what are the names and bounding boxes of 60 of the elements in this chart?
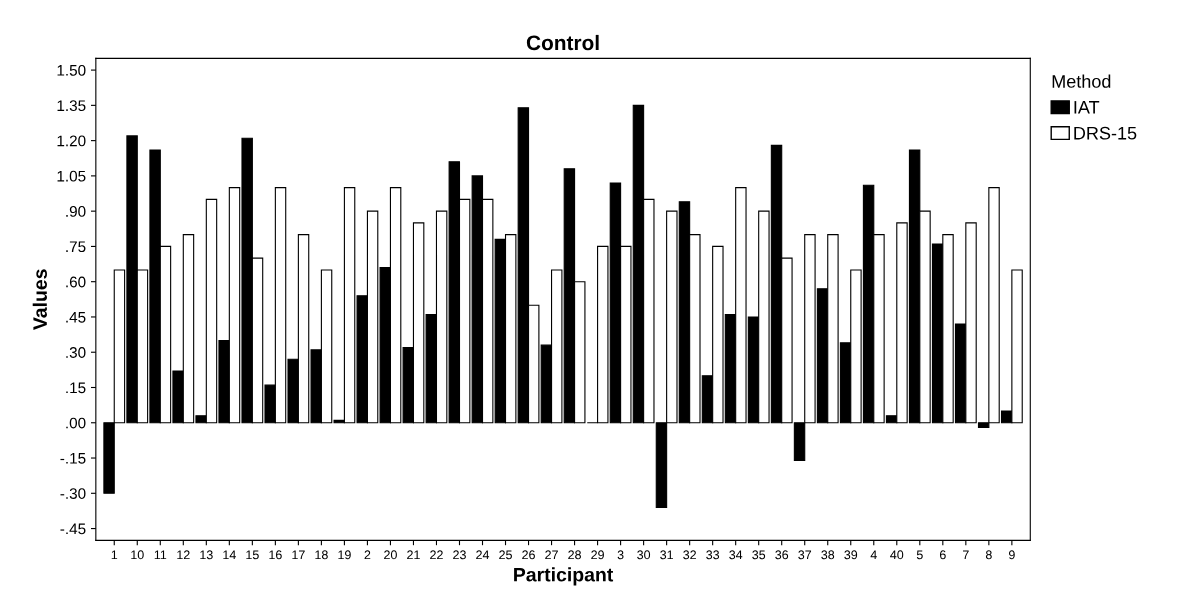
x-tick-label: 5 (916, 550, 923, 560)
x-tick-label: 30 (637, 550, 651, 560)
x-tick-label: 11 (154, 550, 167, 560)
x-tick-label: 3 (617, 550, 624, 560)
x-tick-label: 16 (269, 550, 282, 560)
x-tick-label: 27 (545, 550, 558, 560)
x-tick-label: 9 (1008, 550, 1015, 560)
y-tick-label: -.45 (60, 523, 86, 535)
x-tick-label: 12 (177, 550, 190, 560)
x-tick-label: 35 (752, 550, 766, 560)
legend-label: IAT (1074, 101, 1100, 114)
x-axis-title: Participant (514, 567, 614, 586)
chart-title: Control (526, 34, 599, 51)
x-tick-label: 13 (200, 550, 213, 560)
y-tick-label: .45 (66, 311, 86, 323)
legend-label: DRS-15 (1074, 126, 1137, 140)
legend-title: Method (1052, 74, 1111, 88)
x-tick-label: 38 (821, 550, 835, 560)
y-tick-label: .15 (66, 382, 86, 394)
y-tick-label: 1.35 (57, 100, 86, 112)
x-tick-label: 29 (591, 550, 604, 560)
x-tick-label: 10 (131, 550, 144, 560)
x-tick-label: 7 (963, 550, 969, 560)
x-tick-label: 34 (729, 550, 743, 560)
y-tick-label: .90 (66, 206, 86, 217)
y-tick-label: .60 (66, 276, 86, 288)
y-axis-title: Values (32, 269, 47, 330)
x-tick-label: 4 (870, 550, 877, 560)
y-tick-label: .00 (66, 417, 86, 429)
y-tick-label: .75 (66, 241, 86, 253)
x-tick-label: 2 (364, 550, 371, 560)
x-tick-label: 39 (844, 550, 858, 560)
x-tick-label: 26 (522, 550, 535, 560)
x-tick-label: 14 (223, 550, 236, 560)
x-tick-label: 8 (985, 550, 992, 560)
x-tick-label: 24 (476, 550, 490, 560)
y-tick-label: 1.20 (57, 135, 86, 147)
x-tick-label: 20 (384, 550, 397, 560)
x-tick-label: 22 (430, 550, 443, 560)
x-tick-label: 17 (292, 550, 305, 560)
y-tick-label: 1.05 (57, 170, 86, 182)
x-tick-label: 33 (706, 550, 720, 560)
x-tick-label: 25 (499, 550, 512, 560)
x-tick-label: 37 (798, 550, 812, 560)
x-tick-label: 28 (568, 550, 581, 560)
x-tick-label: 15 (246, 550, 259, 560)
x-tick-label: 18 (315, 550, 328, 560)
x-tick-label: 6 (939, 550, 946, 560)
x-tick-label: 36 (775, 550, 789, 560)
x-tick-label: 21 (407, 550, 420, 560)
x-tick-label: 31 (660, 550, 673, 560)
y-tick-label: -.30 (60, 488, 86, 499)
x-tick-label: 23 (453, 550, 466, 560)
y-tick-label: .30 (66, 347, 86, 358)
y-tick-label: -.15 (60, 453, 86, 464)
x-tick-label: 32 (683, 550, 696, 560)
y-tick-label: 1.50 (57, 64, 86, 76)
x-tick-label: 19 (338, 550, 351, 560)
x-tick-label: 40 (890, 550, 904, 560)
x-tick-label: 1 (111, 550, 118, 560)
